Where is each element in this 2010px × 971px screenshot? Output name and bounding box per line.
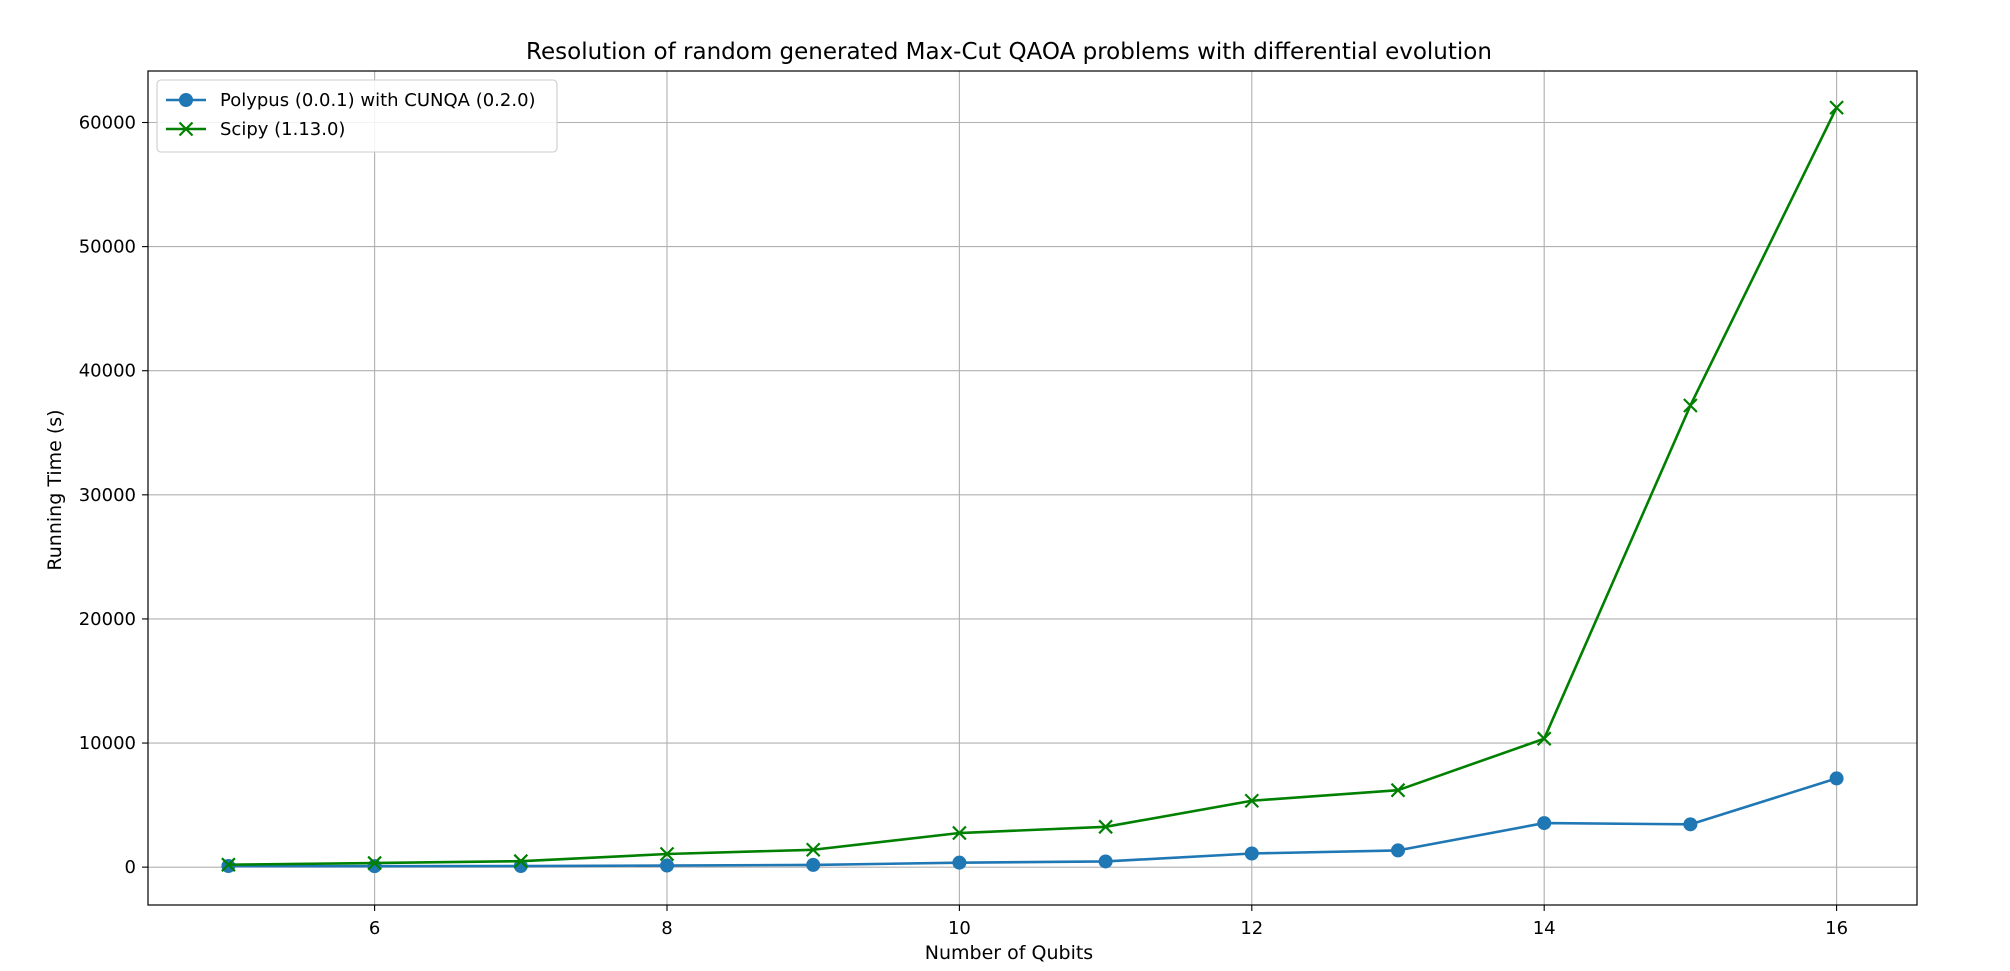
data-point-stroke-b xyxy=(1829,100,1844,115)
data-point xyxy=(1829,100,1844,115)
data-point xyxy=(513,853,529,869)
y-tick-label: 0 xyxy=(125,857,136,878)
data-point-stroke-b xyxy=(367,855,382,871)
data-point xyxy=(660,858,675,873)
data-point xyxy=(1390,843,1405,858)
data-point-stroke-b xyxy=(513,853,529,869)
grid xyxy=(148,71,1917,905)
chart-title: Resolution of random generated Max-Cut Q… xyxy=(526,39,1492,65)
legend-label: Polypus (0.0.1) with CUNQA (0.2.0) xyxy=(220,90,536,111)
data-point-stroke-b xyxy=(221,857,236,872)
data-point-stroke-b xyxy=(952,825,967,841)
series-line xyxy=(228,777,1837,868)
y-tick-label: 10000 xyxy=(79,733,136,754)
series-line xyxy=(228,107,1838,866)
data-point xyxy=(1098,854,1113,869)
data-point xyxy=(1244,793,1260,809)
data-point-stroke-b xyxy=(805,842,821,858)
data-point xyxy=(1098,819,1113,835)
legend: Polypus (0.0.1) with CUNQA (0.2.0) Scipy … xyxy=(156,79,558,153)
legend-marker xyxy=(178,121,194,137)
y-tick-label: 20000 xyxy=(79,609,136,630)
series-2 xyxy=(221,100,1844,872)
data-point xyxy=(952,825,967,841)
data-point-stroke-b xyxy=(1244,793,1260,809)
y-axis-label: Running Time (s) xyxy=(44,409,66,570)
data-point-stroke-b xyxy=(1536,731,1552,746)
data-point xyxy=(1683,398,1698,413)
data-point xyxy=(1829,771,1844,786)
x-tick-label: 12 xyxy=(1240,918,1263,939)
data-point-stroke-b xyxy=(1683,398,1698,413)
x-tick-label: 10 xyxy=(948,918,971,939)
data-point xyxy=(513,859,528,874)
data-point xyxy=(1244,846,1259,861)
x-tick-label: 16 xyxy=(1825,918,1848,939)
data-point xyxy=(806,857,821,872)
x-axis-label: Number of Qubits xyxy=(925,942,1093,964)
data-point xyxy=(1683,817,1698,832)
legend-marker-stroke-b xyxy=(178,121,194,137)
data-point xyxy=(367,855,382,871)
y-tick-label: 50000 xyxy=(79,237,136,258)
data-point-stroke-b xyxy=(659,846,675,862)
data-point xyxy=(221,857,236,872)
y-tick-label: 30000 xyxy=(79,485,136,506)
data-point-stroke-b xyxy=(1098,819,1113,835)
data-point xyxy=(805,842,821,858)
data-point xyxy=(1537,816,1552,831)
plot-area-frame xyxy=(147,70,1918,906)
series-1 xyxy=(221,771,1844,874)
data-point-stroke-b xyxy=(1390,782,1406,798)
data-series xyxy=(221,100,1844,874)
data-point xyxy=(659,846,675,862)
data-point xyxy=(952,855,967,870)
x-tick-label: 14 xyxy=(1533,918,1556,939)
data-point xyxy=(1536,731,1552,746)
legend-label: Scipy (1.13.0) xyxy=(220,119,345,140)
axis-ticks: 6 8 10 12 14 16 0 10000 20000 30000 40000 50000 6000… xyxy=(79,113,1848,939)
legend-marker xyxy=(179,93,193,107)
y-tick-label: 40000 xyxy=(79,361,136,382)
x-tick-label: 6 xyxy=(369,918,380,939)
legend-box xyxy=(156,79,558,153)
x-tick-label: 8 xyxy=(661,918,672,939)
y-tick-label: 60000 xyxy=(79,113,136,134)
data-point xyxy=(1390,782,1406,798)
